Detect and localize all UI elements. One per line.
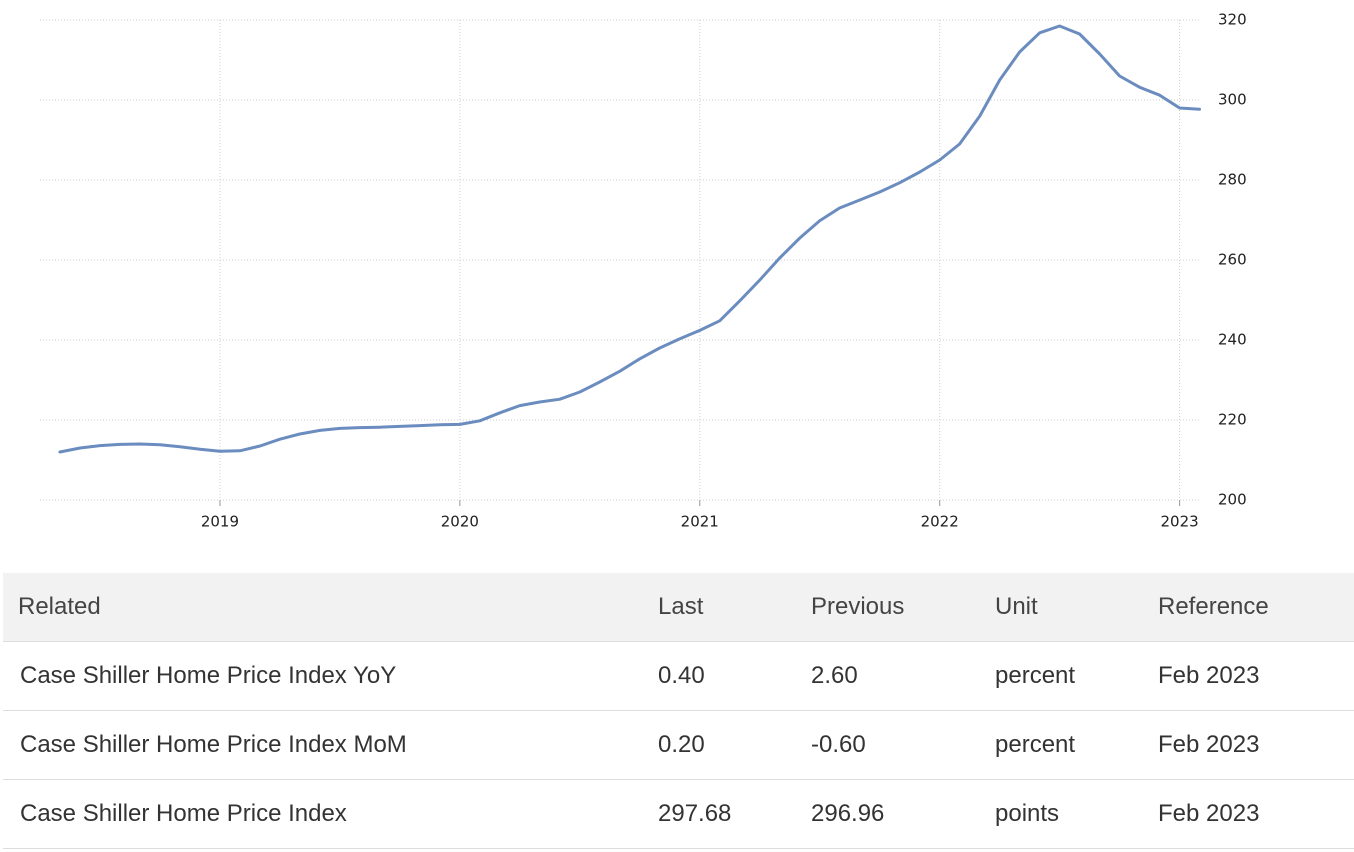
header-cell: Unit [995,573,1158,642]
y-tick-label: 200 [1218,491,1247,509]
x-tick-label: 2021 [681,513,719,531]
chart: 200 220 240 260 280 300 320 2019 2020 2021 2022 202… [40,11,1247,531]
x-tick-label: 2020 [441,513,479,531]
line [58,24,1201,454]
header-cell: Related [3,573,658,642]
table-cell: Case Shiller Home Price Index MoM [3,710,658,780]
x-tick-label: 2019 [201,513,239,531]
x-tick-label: 2023 [1161,513,1199,531]
y-tick-label: 280 [1218,171,1247,189]
table-cell: Feb 2023 [1158,710,1354,780]
related-table: Related Last Previous Unit Reference Case Sh… [3,573,1354,849]
y-tick-label: 320 [1218,11,1247,29]
header-row: Related Last Previous Unit Reference [3,573,1354,642]
table-cell: Case Shiller Home Price Index YoY [3,641,658,711]
table-cell: 0.20 [658,710,811,780]
table-cell: Feb 2023 [1158,641,1354,711]
table-row: Case Shiller Home Price Index MoM 0.20 -0.… [3,710,1354,780]
y-tick-label: 300 [1218,91,1247,109]
table-body: Case Shiller Home Price Index YoY 0.40 2.6… [3,641,1354,849]
y-tick-label: 220 [1218,411,1247,429]
table-row: Case Shiller Home Price Index YoY 0.40 2.6… [3,641,1354,711]
table-cell: points [995,779,1158,849]
header-cell: Last [658,573,811,642]
table-row: Case Shiller Home Price Index 297.68 296.9… [3,779,1354,849]
table-cell: -0.60 [811,710,995,780]
table-cell: 296.96 [811,779,995,849]
header-cell: Reference [1158,573,1354,642]
y-tick-label: 260 [1218,251,1247,269]
table-cell: percent [995,641,1158,711]
table-cell: 2.60 [811,641,995,711]
x-tick-label: 2022 [921,513,959,531]
y-tick-label: 240 [1218,331,1247,349]
table-cell: 297.68 [658,779,811,849]
header-cell: Previous [811,573,995,642]
table-cell: Case Shiller Home Price Index [3,779,658,849]
table-cell: Feb 2023 [1158,779,1354,849]
table-cell: percent [995,710,1158,780]
table-cell: 0.40 [658,641,811,711]
